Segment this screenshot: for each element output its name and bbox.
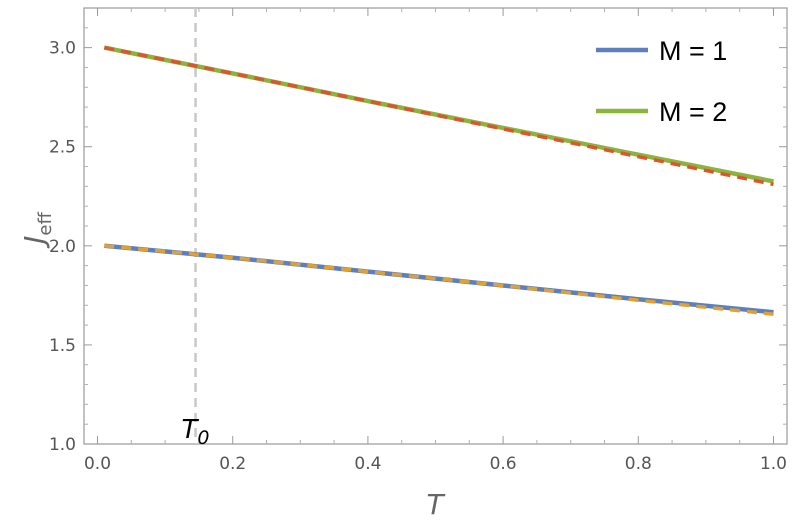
- x-axis-title: T: [426, 488, 445, 521]
- y-axis-title: Jeff: [18, 212, 56, 249]
- series-line-1: [104, 243, 774, 315]
- x-tick-label: 0.6: [490, 454, 517, 474]
- reference-line-label: T0: [182, 415, 210, 449]
- plot-frame: [83, 7, 788, 445]
- y-tick-label: 2.0: [49, 237, 76, 257]
- legend-entry: M = 2: [659, 97, 727, 127]
- y-tick-label: 1.5: [49, 336, 76, 356]
- legend: M = 1 M = 2: [596, 36, 727, 127]
- reference-line-group: T0: [182, 8, 210, 449]
- x-tick-label: 0.0: [84, 454, 111, 474]
- x-tick-label: 1.0: [760, 454, 787, 474]
- x-tick-label: 0.2: [219, 454, 246, 474]
- x-tick-label: 0.4: [354, 454, 381, 474]
- legend-entry: M = 1: [659, 36, 727, 66]
- y-tick-label: 1.0: [49, 435, 76, 455]
- y-tick-label: 2.5: [49, 138, 76, 158]
- series-line-3: [104, 244, 774, 316]
- series-group: [103, 45, 774, 316]
- series-line-4: [103, 45, 774, 187]
- axes: 0.0 0.2 0.4 0.6 0.8 1.0 1.0 1.5 2.0 2.5 3.0: [49, 7, 788, 474]
- y-tick-label: 3.0: [49, 39, 76, 59]
- x-tick-label: 0.8: [625, 454, 652, 474]
